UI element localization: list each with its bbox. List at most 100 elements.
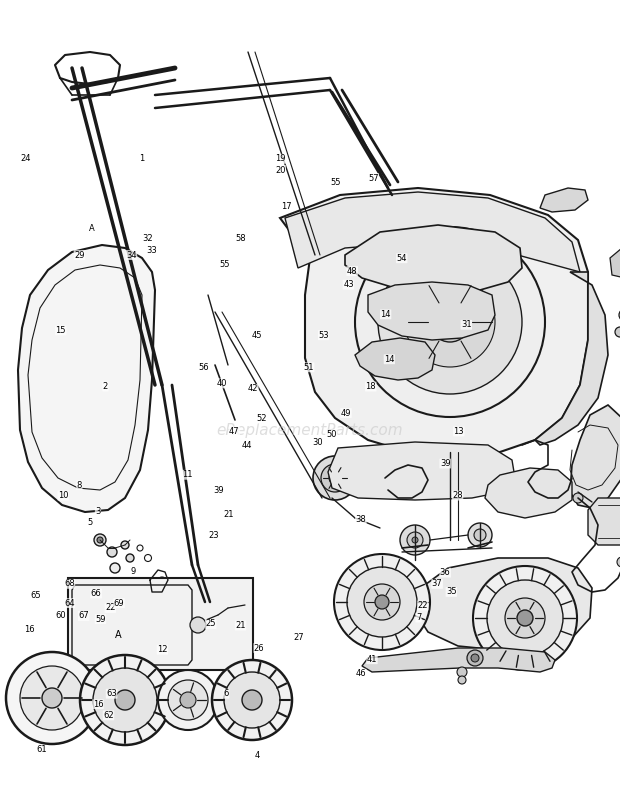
- Text: 19: 19: [275, 154, 285, 164]
- Text: 52: 52: [257, 414, 267, 423]
- Text: 62: 62: [103, 711, 114, 720]
- Text: 3: 3: [95, 507, 100, 516]
- Circle shape: [94, 534, 106, 546]
- Text: 22: 22: [105, 603, 115, 613]
- Text: 24: 24: [21, 154, 31, 164]
- Circle shape: [375, 595, 389, 609]
- Circle shape: [467, 650, 483, 666]
- Text: 5: 5: [87, 518, 92, 528]
- Text: 55: 55: [219, 260, 229, 269]
- Circle shape: [180, 692, 196, 708]
- Text: 59: 59: [95, 614, 105, 624]
- Circle shape: [474, 529, 486, 541]
- Text: 37: 37: [432, 579, 443, 589]
- Text: 11: 11: [182, 470, 192, 480]
- Text: 63: 63: [106, 689, 117, 699]
- Circle shape: [224, 672, 280, 728]
- Circle shape: [473, 566, 577, 670]
- Circle shape: [110, 563, 120, 573]
- Circle shape: [615, 327, 620, 337]
- Text: 4: 4: [255, 751, 260, 760]
- Circle shape: [6, 652, 98, 744]
- Text: 34: 34: [126, 250, 137, 260]
- Circle shape: [157, 577, 167, 587]
- Text: 22: 22: [418, 601, 428, 610]
- Text: 10: 10: [58, 491, 68, 500]
- Circle shape: [457, 667, 467, 677]
- Circle shape: [115, 690, 135, 710]
- Text: A: A: [115, 630, 122, 640]
- Circle shape: [93, 668, 157, 732]
- Text: 50: 50: [327, 430, 337, 439]
- Text: 30: 30: [312, 438, 323, 448]
- Text: 54: 54: [397, 253, 407, 263]
- Text: 21: 21: [223, 510, 233, 520]
- Circle shape: [412, 537, 418, 543]
- Text: eReplacementParts.com: eReplacementParts.com: [216, 423, 404, 438]
- Polygon shape: [68, 578, 253, 670]
- Text: 61: 61: [37, 745, 48, 755]
- Circle shape: [107, 547, 117, 557]
- Text: 9: 9: [131, 566, 136, 576]
- Circle shape: [400, 525, 430, 555]
- Polygon shape: [328, 442, 515, 500]
- Circle shape: [619, 309, 620, 321]
- Polygon shape: [280, 188, 588, 456]
- Polygon shape: [355, 338, 435, 380]
- Text: 68: 68: [64, 579, 75, 589]
- Circle shape: [442, 314, 458, 330]
- Polygon shape: [368, 282, 495, 340]
- Text: 44: 44: [242, 440, 252, 450]
- Text: 16: 16: [24, 625, 35, 634]
- Text: 23: 23: [208, 531, 219, 541]
- Text: 45: 45: [252, 330, 262, 340]
- Text: 13: 13: [453, 427, 464, 436]
- Text: 35: 35: [446, 587, 457, 597]
- Text: 64: 64: [64, 598, 75, 608]
- Polygon shape: [570, 405, 620, 508]
- Text: 7: 7: [416, 613, 421, 622]
- Text: 66: 66: [91, 589, 102, 598]
- Text: 46: 46: [355, 669, 366, 678]
- Text: 58: 58: [235, 234, 246, 244]
- Circle shape: [378, 250, 522, 394]
- Circle shape: [97, 537, 103, 543]
- Circle shape: [313, 456, 357, 500]
- Circle shape: [517, 610, 533, 626]
- Circle shape: [617, 557, 620, 567]
- Circle shape: [121, 541, 129, 549]
- Circle shape: [430, 302, 470, 342]
- Text: 38: 38: [355, 515, 366, 525]
- Text: 21: 21: [236, 621, 246, 630]
- Circle shape: [159, 580, 164, 585]
- Circle shape: [458, 676, 466, 684]
- Text: 36: 36: [440, 568, 451, 577]
- Text: 43: 43: [343, 280, 354, 290]
- Text: 69: 69: [113, 598, 125, 608]
- Text: A: A: [89, 224, 95, 233]
- Circle shape: [407, 532, 423, 548]
- Text: 57: 57: [368, 173, 379, 183]
- Text: 18: 18: [365, 382, 376, 391]
- Text: 39: 39: [440, 459, 451, 468]
- Text: 47: 47: [229, 427, 240, 436]
- Text: 67: 67: [78, 611, 89, 621]
- Text: 8: 8: [77, 480, 82, 490]
- Circle shape: [347, 567, 417, 637]
- Text: 60: 60: [55, 611, 66, 621]
- Circle shape: [42, 688, 62, 708]
- Text: 1: 1: [139, 154, 144, 164]
- Circle shape: [321, 464, 349, 492]
- Text: 32: 32: [142, 234, 153, 244]
- Polygon shape: [18, 245, 155, 512]
- Circle shape: [20, 666, 84, 730]
- Text: 55: 55: [331, 178, 341, 188]
- Circle shape: [355, 227, 545, 417]
- Circle shape: [405, 277, 495, 367]
- Text: 29: 29: [74, 250, 84, 260]
- Text: 25: 25: [206, 619, 216, 629]
- Text: 39: 39: [213, 486, 224, 496]
- Circle shape: [242, 690, 262, 710]
- Circle shape: [364, 584, 400, 620]
- Text: 51: 51: [304, 363, 314, 372]
